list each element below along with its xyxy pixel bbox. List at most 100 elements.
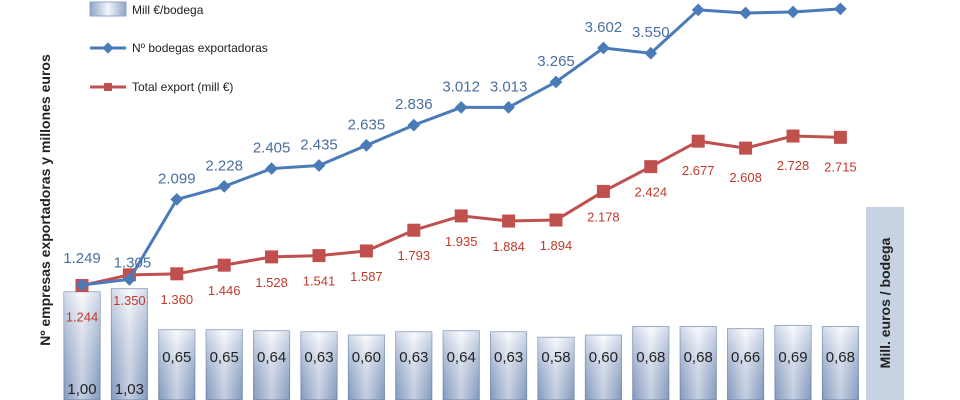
bar-label-2: 0,65 xyxy=(162,349,191,366)
export-point-marker-16 xyxy=(833,130,847,144)
bar-shade-11 xyxy=(585,335,622,400)
bar-shade-14 xyxy=(727,328,764,400)
export-label-6: 1.587 xyxy=(350,269,383,284)
bodegas-point-marker-8 xyxy=(454,101,468,114)
export-point-marker-6 xyxy=(359,244,373,258)
export-point-marker-8 xyxy=(454,209,468,223)
export-point-marker-9 xyxy=(502,214,516,228)
export-label-13: 2.677 xyxy=(682,163,715,178)
bar-label-4: 0,64 xyxy=(257,349,286,366)
data-labels: 1,00 1,03 0,65 0,65 0,64 0,63 0,60 0,63 0,64 0,63… xyxy=(63,19,856,398)
bodegas-label-10: 3.265 xyxy=(537,53,575,70)
export-label-15: 2.728 xyxy=(777,158,810,173)
bodegas-label-0: 1.249 xyxy=(63,250,101,267)
bar-label-0: 1,00 xyxy=(67,381,96,398)
export-point-marker-14 xyxy=(739,141,753,155)
bodegas-point-marker-5 xyxy=(312,159,326,172)
bodegas-label-2: 2.099 xyxy=(158,170,196,187)
bar-series-mill-per-bodega xyxy=(63,288,859,400)
export-label-5: 1.541 xyxy=(303,274,336,289)
line-series-total-export xyxy=(75,129,847,293)
export-point-marker-5 xyxy=(312,249,326,263)
export-label-0: 1.244 xyxy=(66,310,99,325)
export-label-8: 1.935 xyxy=(445,234,478,249)
bodegas-label-1: 1.305 xyxy=(114,254,152,271)
bar-label-16: 0,68 xyxy=(826,349,855,366)
bodegas-label-6: 2.635 xyxy=(348,116,386,133)
legend-swatch-bars xyxy=(89,1,127,17)
legend-marker-bodegas xyxy=(102,42,114,54)
export-label-12: 2.424 xyxy=(635,185,668,200)
bar-shade-8 xyxy=(443,330,480,400)
export-point-marker-10 xyxy=(549,213,563,227)
bodegas-point-marker-6 xyxy=(360,139,373,152)
bodegas-point-marker-0 xyxy=(75,278,89,292)
bar-shade-9 xyxy=(490,331,527,400)
export-point-marker-2 xyxy=(170,267,184,281)
bar-shade-1 xyxy=(111,288,148,400)
export-label-9: 1.884 xyxy=(492,239,525,254)
bar-label-8: 0,64 xyxy=(447,349,476,366)
export-point-marker-4 xyxy=(265,250,279,264)
bodegas-label-12: 3.550 xyxy=(632,24,670,41)
bar-shade-7 xyxy=(395,331,432,400)
export-point-marker-3 xyxy=(217,258,231,272)
legend-marker-export xyxy=(104,83,112,91)
bodegas-point-marker-4 xyxy=(265,162,278,175)
bodegas-point-marker-7 xyxy=(407,118,421,132)
y-axis-title: Nº empresas exportadoras y millones euro… xyxy=(37,54,53,346)
export-label-16: 2.715 xyxy=(824,159,857,174)
bar-label-9: 0,63 xyxy=(494,349,523,366)
export-point-marker-15 xyxy=(786,129,800,143)
export-label-3: 1.446 xyxy=(208,283,241,298)
bar-label-13: 0,68 xyxy=(684,349,713,366)
legend-label-bodegas: Nº bodegas exportadoras xyxy=(132,41,268,55)
bodegas-label-8: 3.012 xyxy=(442,78,480,95)
bar-shade-13 xyxy=(680,326,717,400)
bar-label-12: 0,68 xyxy=(636,349,665,366)
bar-shade-4 xyxy=(253,330,290,400)
export-label-10: 1.894 xyxy=(540,238,573,253)
export-label-11: 2.178 xyxy=(587,209,620,224)
y2-axis-title: Mill. euros / bodega xyxy=(877,237,893,368)
y2-axis-title-box xyxy=(866,207,904,400)
bodegas-label-11: 3.602 xyxy=(585,19,623,36)
bodegas-point-marker-3 xyxy=(217,180,231,193)
bodegas-point-marker-2 xyxy=(170,193,184,206)
legend-label-bars: Mill €/bodega xyxy=(132,3,204,17)
bodegas-label-4: 2.405 xyxy=(253,140,291,157)
bodegas-label-3: 2.228 xyxy=(205,157,243,174)
export-point-marker-12 xyxy=(644,160,658,174)
export-label-14: 2.608 xyxy=(729,170,762,185)
bar-label-14: 0,66 xyxy=(731,349,760,366)
bar-shade-15 xyxy=(775,325,811,400)
bar-shade-12 xyxy=(632,326,669,400)
export-label-2: 1.360 xyxy=(161,292,194,307)
export-label-7: 1.793 xyxy=(398,248,431,263)
bar-shade-3 xyxy=(206,329,243,400)
export-label-4: 1.528 xyxy=(255,275,288,290)
bar-shade-6 xyxy=(348,335,385,400)
bar-shade-2 xyxy=(158,329,195,400)
bodegas-point-marker-1 xyxy=(123,272,136,286)
bar-label-5: 0,63 xyxy=(304,349,333,366)
bar-label-3: 0,65 xyxy=(210,349,239,366)
bodegas-label-5: 2.435 xyxy=(300,137,338,154)
legend: Mill €/bodega Nº bodegas exportadoras To… xyxy=(89,1,268,94)
bodegas-point-marker-15 xyxy=(786,5,800,19)
export-label-1: 1.350 xyxy=(113,293,146,308)
bar-label-15: 0,69 xyxy=(778,349,807,366)
bodegas-label-7: 2.836 xyxy=(395,96,433,113)
bodegas-point-marker-14 xyxy=(739,6,752,20)
bar-shade-0 xyxy=(64,292,100,400)
export-point-marker-13 xyxy=(691,134,705,148)
legend-label-export: Total export (mill €) xyxy=(132,80,233,94)
bar-label-6: 0,60 xyxy=(352,349,381,366)
bar-label-1: 1,03 xyxy=(115,381,144,398)
export-point-marker-11 xyxy=(596,184,610,198)
bodegas-label-9: 3.013 xyxy=(490,78,528,95)
bar-label-7: 0,63 xyxy=(399,349,428,366)
export-point-marker-7 xyxy=(407,223,421,237)
bar-shade-10 xyxy=(538,337,574,400)
bodegas-point-marker-9 xyxy=(502,100,515,114)
